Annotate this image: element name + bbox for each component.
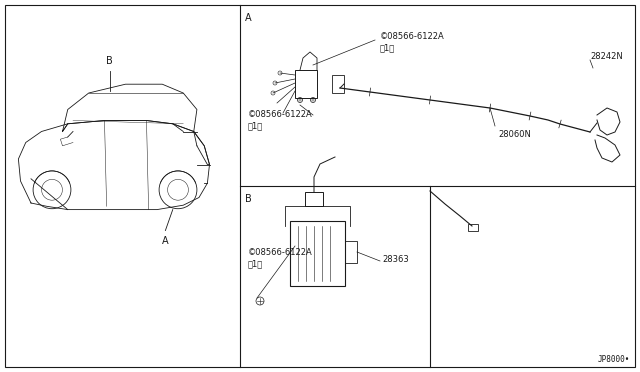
Text: B: B <box>106 55 113 65</box>
Bar <box>332 75 344 93</box>
Text: B: B <box>245 194 252 204</box>
Bar <box>295 70 317 98</box>
Text: 28060N: 28060N <box>498 130 531 139</box>
Bar <box>290 221 345 286</box>
Text: ©08566-6122A
（1）: ©08566-6122A （1） <box>248 110 313 131</box>
Text: ©08566-6122A
（1）: ©08566-6122A （1） <box>248 248 313 269</box>
Text: 28242N: 28242N <box>590 52 623 61</box>
Bar <box>345 241 357 263</box>
Text: JP8000•: JP8000• <box>598 355 630 364</box>
Text: 28363: 28363 <box>382 254 409 263</box>
Text: A: A <box>245 13 252 23</box>
Text: A: A <box>162 236 169 246</box>
Bar <box>468 224 478 231</box>
Text: ©08566-6122A
（1）: ©08566-6122A （1） <box>380 32 445 53</box>
Bar <box>305 192 323 206</box>
